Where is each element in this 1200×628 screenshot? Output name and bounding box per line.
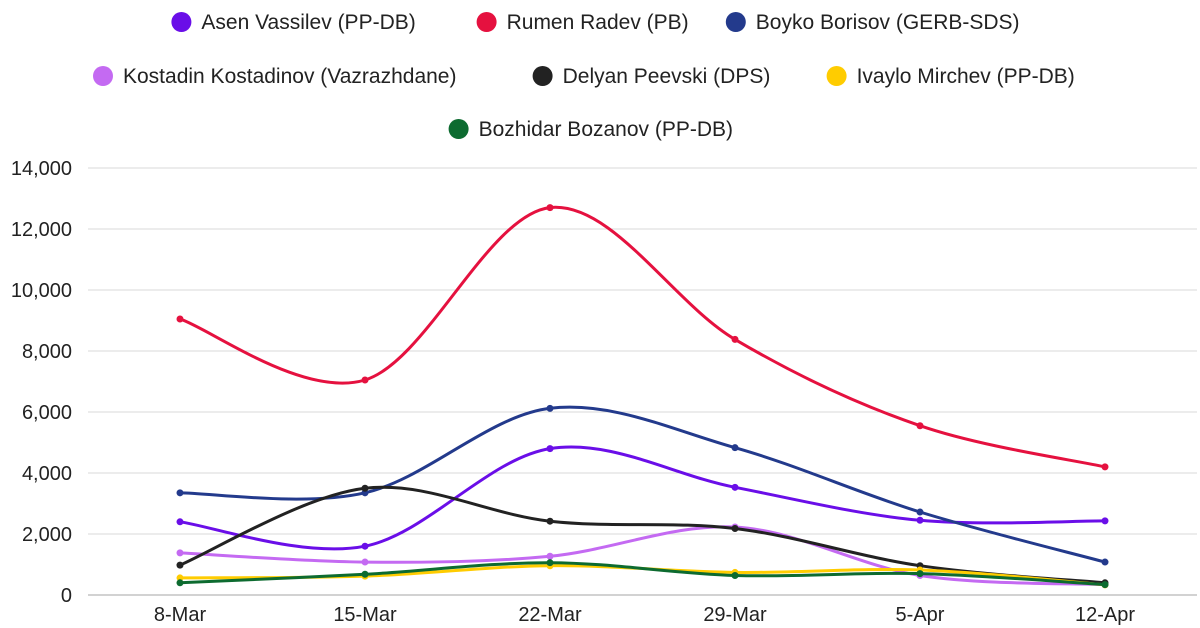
data-point — [176, 518, 184, 526]
data-point — [916, 516, 924, 524]
legend-item: Bozhidar Bozanov (PP-DB) — [448, 118, 733, 141]
data-point — [361, 484, 369, 492]
y-tick-label: 8,000 — [22, 341, 72, 363]
data-point — [361, 542, 369, 550]
series-line — [178, 485, 1107, 585]
data-point — [176, 561, 184, 569]
gridlines — [88, 167, 1197, 535]
data-point — [176, 549, 184, 557]
series-line — [178, 445, 1107, 551]
y-axis: 0 2,000 4,000 6,000 8,000 10,000 12,000 14,000 — [11, 158, 72, 607]
data-point — [731, 335, 739, 343]
legend-item: Ivaylo Mirchev (PP-DB) — [826, 65, 1075, 88]
x-tick-label: 15-Mar — [333, 604, 397, 626]
legend-label: Rumen Radev (PB) — [507, 11, 689, 34]
series-group — [176, 204, 1109, 589]
x-axis: 8-Mar 15-Mar 22-Mar 29-Mar 5-Apr 12-Apr — [88, 594, 1197, 626]
y-tick-label: 10,000 — [11, 280, 72, 302]
legend-swatch — [476, 12, 497, 32]
legend-label: Kostadin Kostadinov (Vazrazhdane) — [123, 65, 456, 88]
data-point — [731, 525, 739, 533]
y-tick-label: 4,000 — [22, 463, 72, 485]
series-line — [178, 405, 1107, 564]
data-point — [916, 422, 924, 430]
data-point — [916, 570, 924, 578]
legend-item: Delyan Peevski (DPS) — [532, 65, 771, 88]
data-point — [546, 445, 554, 453]
x-tick-label: 22-Mar — [518, 604, 582, 626]
data-point — [546, 204, 554, 212]
data-point — [546, 517, 554, 525]
legend-label: Delyan Peevski (DPS) — [563, 65, 771, 88]
data-point — [176, 315, 184, 323]
legend-label: Ivaylo Mirchev (PP-DB) — [857, 65, 1075, 88]
data-point — [1101, 517, 1109, 525]
legend-swatch — [448, 119, 469, 139]
data-point — [176, 489, 184, 497]
data-point — [176, 574, 184, 582]
legend-label: Asen Vassilev (PP-DB) — [201, 11, 415, 34]
data-point — [1101, 581, 1109, 589]
data-point — [546, 404, 554, 412]
data-point — [731, 483, 739, 491]
x-tick-label: 8-Mar — [154, 604, 207, 626]
legend-item: Rumen Radev (PB) — [476, 11, 689, 34]
series-line — [178, 206, 1107, 469]
data-point — [176, 579, 184, 587]
legend-item: Kostadin Kostadinov (Vazrazhdane) — [93, 65, 456, 88]
data-point — [1101, 558, 1109, 566]
legend: Asen Vassilev (PP-DB) Rumen Radev (PB) Boy… — [93, 11, 1075, 141]
legend-swatch — [532, 66, 553, 86]
data-point — [546, 552, 554, 560]
legend-swatch — [826, 66, 847, 86]
data-point — [1101, 463, 1109, 471]
legend-label: Bozhidar Bozanov (PP-DB) — [479, 118, 733, 141]
legend-swatch — [93, 66, 113, 86]
legend-swatch — [171, 12, 192, 32]
series — [176, 559, 1109, 589]
data-point — [361, 570, 369, 578]
data-point — [361, 558, 369, 566]
series-line — [178, 525, 1107, 587]
series-line — [178, 561, 1107, 587]
legend-label: Boyko Borisov (GERB-SDS) — [756, 11, 1020, 34]
data-point — [361, 376, 369, 384]
series — [176, 484, 1109, 587]
data-point — [916, 508, 924, 516]
data-point — [546, 559, 554, 567]
series — [176, 204, 1109, 471]
x-tick-label: 5-Apr — [896, 604, 945, 626]
legend-item: Asen Vassilev (PP-DB) — [171, 11, 416, 34]
x-tick-label: 29-Mar — [703, 604, 767, 626]
data-point — [731, 571, 739, 579]
x-tick-label: 12-Apr — [1075, 604, 1135, 626]
series — [176, 404, 1109, 566]
y-tick-label: 12,000 — [11, 219, 72, 241]
y-tick-label: 0 — [61, 585, 72, 607]
data-point — [731, 444, 739, 452]
legend-swatch — [725, 12, 746, 32]
y-tick-label: 6,000 — [22, 402, 72, 424]
legend-item: Boyko Borisov (GERB-SDS) — [725, 11, 1020, 34]
series — [176, 445, 1109, 551]
y-tick-label: 14,000 — [11, 158, 72, 180]
y-tick-label: 2,000 — [22, 524, 72, 546]
